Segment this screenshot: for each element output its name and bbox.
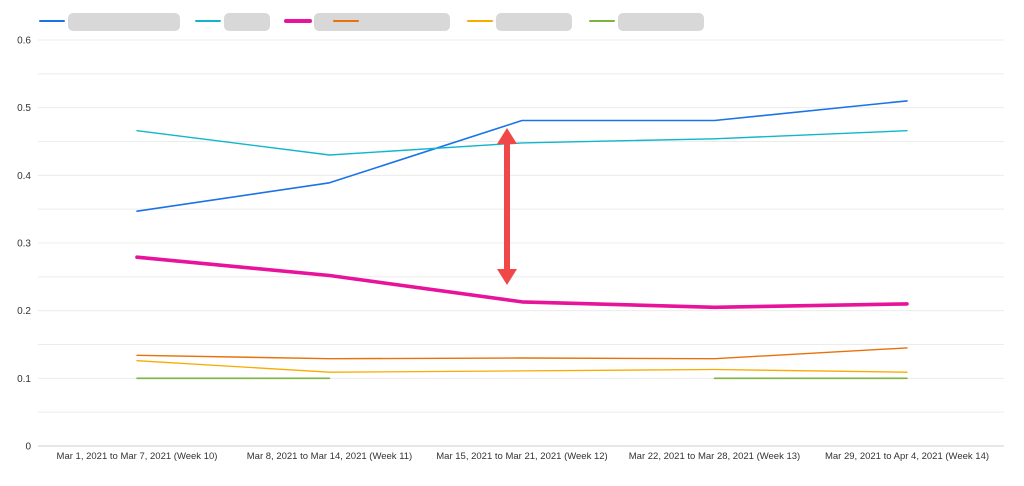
y-tick-label: 0.5 bbox=[17, 103, 31, 114]
series-line bbox=[135, 255, 909, 310]
y-tick-label: 0.3 bbox=[17, 239, 31, 250]
arrow-head-down bbox=[497, 268, 517, 285]
series-group bbox=[135, 100, 909, 380]
legend-label-obscured bbox=[68, 13, 180, 31]
x-tick-label: Mar 15, 2021 to Mar 21, 2021 (Week 12) bbox=[436, 451, 607, 462]
x-tick-label: Mar 22, 2021 to Mar 28, 2021 (Week 13) bbox=[629, 451, 800, 462]
y-tick-label: 0.1 bbox=[17, 374, 31, 385]
legend-label-obscured bbox=[618, 13, 704, 31]
x-tick-label: Mar 29, 2021 to Apr 4, 2021 (Week 14) bbox=[825, 451, 989, 462]
series-line bbox=[136, 347, 908, 360]
y-tick-label: 0.4 bbox=[17, 171, 31, 182]
legend-label-obscured bbox=[224, 13, 270, 31]
gridlines bbox=[38, 39, 1004, 447]
series-line bbox=[136, 130, 908, 156]
annotation-group bbox=[497, 127, 517, 285]
series-line bbox=[136, 360, 908, 373]
legend-label-obscured bbox=[362, 13, 450, 31]
y-tick-label: 0.6 bbox=[17, 36, 31, 47]
x-tick-label: Mar 8, 2021 to Mar 14, 2021 (Week 11) bbox=[247, 451, 412, 462]
y-tick-label: 0 bbox=[25, 442, 31, 453]
x-axis: Mar 1, 2021 to Mar 7, 2021 (Week 10) Mar … bbox=[57, 451, 989, 462]
legend-label-obscured bbox=[496, 13, 572, 31]
x-tick-label: Mar 1, 2021 to Mar 7, 2021 (Week 10) bbox=[57, 451, 218, 462]
legend bbox=[39, 13, 704, 31]
y-tick-label: 0.2 bbox=[17, 306, 31, 317]
y-axis: 0 0.1 0.2 0.3 0.4 0.5 0.6 bbox=[17, 36, 31, 453]
series-line bbox=[136, 100, 908, 212]
arrow-head-up bbox=[497, 127, 517, 144]
